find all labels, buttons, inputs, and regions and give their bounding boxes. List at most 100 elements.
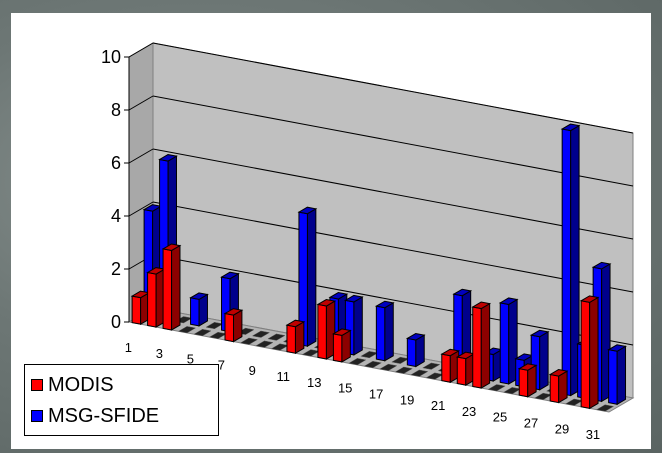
bar-msg-sfide-side bbox=[306, 207, 317, 348]
floor-tile bbox=[379, 363, 398, 371]
floor-tile bbox=[348, 358, 367, 366]
gridline-side bbox=[128, 42, 154, 58]
bar-msg-sfide-side bbox=[353, 296, 363, 356]
floor-tile bbox=[267, 333, 286, 341]
x-tick-label: 3 bbox=[156, 346, 163, 361]
bar-msg-sfide-top bbox=[297, 206, 318, 215]
floor-tile bbox=[193, 329, 212, 337]
bar-modis bbox=[162, 248, 173, 331]
bar-modis-top bbox=[285, 319, 306, 328]
bar-msg-sfide bbox=[608, 349, 618, 405]
floor-tile bbox=[394, 366, 413, 374]
y-tick-label: 2 bbox=[111, 259, 121, 279]
bar-modis-side bbox=[589, 296, 599, 410]
floor-tile bbox=[239, 337, 259, 345]
x-tick-label: 21 bbox=[431, 398, 445, 413]
bar-modis-top bbox=[548, 369, 569, 377]
bar-msg-sfide-top bbox=[328, 291, 349, 300]
bar-modis-top bbox=[517, 363, 538, 371]
x-tick-label: 11 bbox=[277, 369, 291, 384]
bar-msg-sfide bbox=[499, 302, 510, 385]
floor-tile bbox=[363, 360, 382, 368]
bar-modis bbox=[286, 324, 296, 354]
bar-msg-sfide-top bbox=[405, 333, 426, 341]
legend-item-modis: MODIS bbox=[31, 374, 114, 396]
gridline bbox=[152, 201, 634, 293]
bar-msg-sfide-top bbox=[220, 271, 240, 280]
y-tick-label: 0 bbox=[111, 312, 121, 332]
bar-msg-sfide-top bbox=[452, 288, 473, 297]
bar-modis-top bbox=[579, 295, 600, 303]
floor-tile bbox=[255, 340, 274, 348]
bar-msg-sfide-top bbox=[374, 300, 395, 309]
x-tick-label: 29 bbox=[555, 421, 569, 436]
y-tick-label: 6 bbox=[111, 153, 121, 173]
bar-msg-sfide-side bbox=[539, 330, 549, 391]
legend: MODIS MSG-SFIDE bbox=[24, 364, 219, 436]
bar-msg-sfide-top bbox=[560, 123, 581, 132]
bar-modis-top bbox=[223, 308, 244, 316]
x-tick-label: 31 bbox=[586, 427, 600, 442]
bar-modis-top bbox=[331, 328, 352, 336]
bar-msg-sfide-top bbox=[607, 344, 627, 352]
floor-tile bbox=[410, 369, 429, 377]
x-tick-label: 25 bbox=[493, 410, 507, 425]
bar-modis bbox=[518, 368, 529, 398]
bar-msg-sfide-top bbox=[189, 292, 209, 300]
floor-tile bbox=[595, 404, 615, 412]
y-tick-label: 10 bbox=[101, 47, 121, 67]
bar-modis bbox=[472, 306, 482, 389]
floor-tile bbox=[177, 326, 197, 334]
bar-modis bbox=[580, 300, 591, 409]
gridline-side bbox=[128, 201, 154, 217]
floor-tile bbox=[422, 362, 441, 370]
bar-msg-sfide bbox=[190, 297, 200, 327]
bar-modis bbox=[317, 303, 327, 360]
gridline bbox=[152, 95, 634, 187]
gridline-side bbox=[128, 95, 154, 111]
gridline bbox=[152, 148, 634, 240]
bar-modis bbox=[441, 353, 451, 383]
bar-msg-sfide-side bbox=[616, 345, 627, 406]
x-tick-label: 19 bbox=[400, 392, 414, 407]
legend-label-msg-sfide: MSG-SFIDE bbox=[48, 405, 160, 427]
gridline-side bbox=[128, 148, 154, 164]
bar-modis bbox=[131, 295, 142, 325]
floor-tile bbox=[251, 330, 271, 338]
y-tick-label: 4 bbox=[111, 206, 121, 226]
bar-msg-sfide-top bbox=[529, 329, 550, 338]
x-tick-label: 23 bbox=[462, 404, 476, 419]
bar-modis-side bbox=[480, 302, 491, 389]
legend-swatch-modis bbox=[31, 379, 43, 391]
legend-item-msg-sfide: MSG-SFIDE bbox=[31, 405, 159, 427]
gridline bbox=[152, 254, 634, 346]
x-tick-label: 7 bbox=[218, 357, 225, 372]
bar-msg-sfide-top bbox=[158, 154, 178, 162]
bar-modis bbox=[549, 373, 560, 404]
bar-modis-top bbox=[161, 243, 182, 252]
legend-label-modis: MODIS bbox=[48, 374, 114, 396]
floor-tile bbox=[487, 384, 506, 392]
x-tick-label: 5 bbox=[187, 352, 194, 367]
y-tick-label: 8 bbox=[111, 100, 121, 120]
bar-modis-side bbox=[171, 244, 181, 331]
bar-msg-sfide-top bbox=[591, 261, 612, 270]
bar-msg-sfide-top bbox=[498, 297, 519, 305]
bar-msg-sfide bbox=[375, 305, 386, 362]
bar-msg-sfide-side bbox=[384, 301, 394, 362]
bar-msg-sfide bbox=[561, 128, 572, 397]
chart-panel: 0 2 4 6 8 10 1 3 5 7 9 11 13 15 17 19 21 23 25 27 29 31 MODIS… bbox=[11, 13, 651, 449]
x-tick-label: 17 bbox=[369, 386, 383, 401]
bar-modis bbox=[224, 312, 235, 343]
gridline bbox=[152, 42, 634, 134]
legend-swatch-msg-sfide bbox=[31, 410, 43, 422]
x-tick-label: 27 bbox=[524, 415, 538, 430]
bar-modis-top bbox=[440, 348, 461, 357]
bar-modis bbox=[456, 356, 467, 386]
bar-modis-top bbox=[316, 298, 337, 307]
bar-msg-sfide-top bbox=[343, 294, 364, 303]
bar-modis bbox=[147, 271, 157, 328]
x-tick-label: 9 bbox=[249, 363, 256, 378]
bar-modis bbox=[332, 333, 343, 363]
